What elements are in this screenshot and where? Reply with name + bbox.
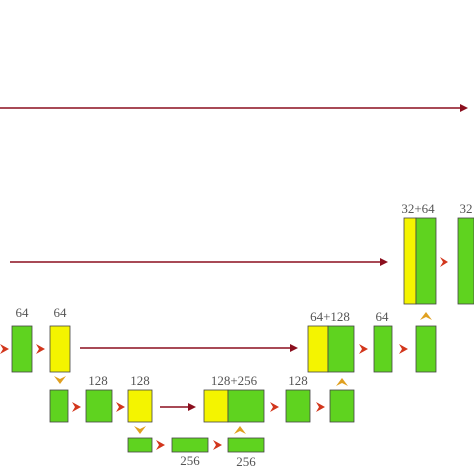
upsample-arrow — [336, 378, 348, 386]
conv-arrow — [270, 402, 279, 412]
conv-arrow — [156, 440, 165, 450]
feature-block — [127, 389, 153, 423]
pool-arrow — [54, 376, 66, 384]
block-label: 128+256 — [211, 373, 258, 388]
block-label: 64 — [54, 305, 68, 320]
feature-block — [403, 217, 417, 305]
pool-arrow — [134, 426, 146, 434]
feature-block — [203, 389, 229, 423]
conv-arrow — [72, 402, 81, 412]
feature-block — [327, 325, 355, 373]
upsample-arrow — [234, 426, 246, 434]
block-label: 256 — [180, 453, 200, 468]
arrow-head — [460, 104, 468, 112]
block-label: 32+64 — [401, 201, 435, 216]
feature-block — [127, 437, 153, 453]
feature-block — [227, 389, 265, 423]
arrow-head — [290, 344, 298, 352]
upsample-arrow — [420, 312, 432, 320]
feature-block — [307, 325, 329, 373]
conv-arrow — [116, 402, 125, 412]
conv-arrow — [36, 344, 45, 354]
conv-arrow — [0, 344, 9, 354]
feature-block — [171, 437, 209, 453]
block-label: 128 — [130, 373, 150, 388]
feature-block — [373, 325, 393, 373]
conv-arrow — [359, 344, 368, 354]
block-label: 64+128 — [310, 309, 350, 324]
arrow-head — [380, 258, 388, 266]
feature-block — [227, 437, 265, 453]
feature-block — [415, 217, 437, 305]
feature-block — [285, 389, 311, 423]
feature-block — [457, 217, 474, 305]
block-label: 128 — [88, 373, 108, 388]
feature-block — [85, 389, 113, 423]
conv-arrow — [440, 257, 448, 267]
conv-arrow — [213, 440, 222, 450]
block-label: 64 — [376, 309, 390, 324]
feature-block — [49, 389, 69, 423]
block-label: 128 — [288, 373, 308, 388]
feature-block — [329, 389, 355, 423]
block-label: 32 — [460, 201, 473, 216]
arrow-head — [188, 403, 196, 411]
block-label: 64 — [16, 305, 30, 320]
feature-block — [415, 325, 437, 373]
block-label: 256 — [236, 454, 256, 469]
conv-arrow — [316, 402, 325, 412]
feature-block — [11, 325, 33, 373]
feature-block — [49, 325, 71, 373]
conv-arrow — [399, 344, 408, 354]
